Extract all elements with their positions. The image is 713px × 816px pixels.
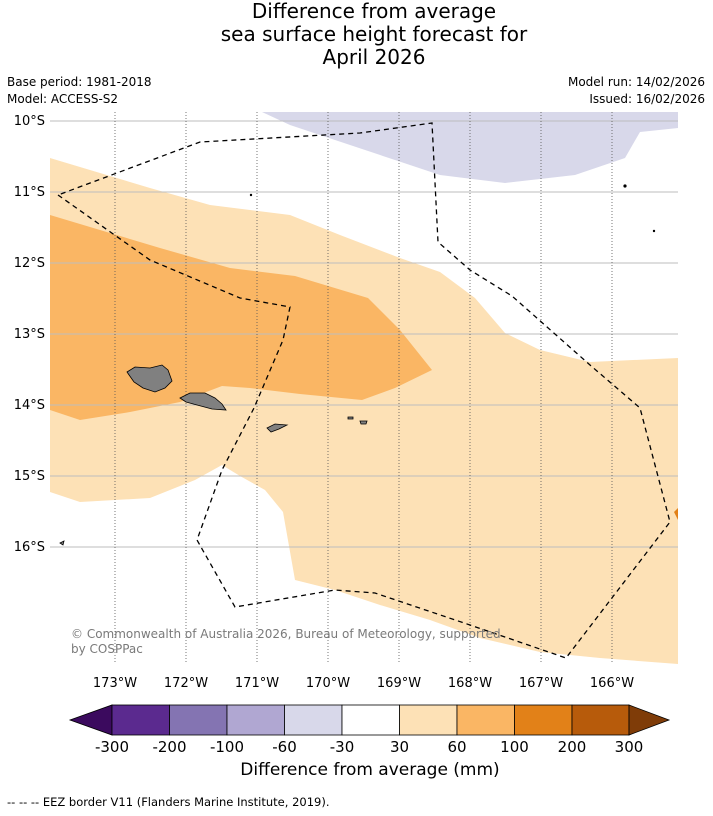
lat-label: 13°S [14, 327, 45, 342]
tau-island [359, 420, 368, 425]
lat-gridlines [50, 120, 678, 548]
lon-label: 167°W [519, 676, 563, 691]
title-line-2: sea surface height forecast for [220, 22, 528, 46]
colorbar-tick: -30 [330, 738, 355, 756]
colorbar-tick: -60 [272, 738, 297, 756]
colorbar-segment [571, 704, 630, 736]
colorbar-segment [514, 704, 573, 736]
copyright-line-2: by COSPPac [71, 642, 143, 656]
contour-minus60-minus30 [262, 112, 678, 183]
colorbar-low-extension [68, 704, 113, 736]
base-period: Base period: 1981-2018 [7, 75, 152, 89]
lon-label: 172°W [164, 676, 208, 691]
lon-labels: 173°W 172°W 171°W 170°W 169°W 168°W 167°… [93, 676, 634, 691]
model-run: Model run: 14/02/2026 [567, 75, 705, 89]
lon-label: 169°W [377, 676, 421, 691]
colorbar-ticks: -300 -200 -100 -60 -30 30 60 100 200 300 [95, 738, 643, 756]
colorbar-segment [111, 704, 170, 736]
ofu-island [347, 416, 354, 420]
copyright-note: © Commonwealth of Australia 2026, Bureau… [71, 627, 501, 656]
colorbar-tick: -100 [210, 738, 244, 756]
tutuila-island [266, 423, 289, 433]
colorbar-tick: 300 [615, 738, 644, 756]
colorbar-tick: 30 [390, 738, 409, 756]
lat-label: 12°S [14, 256, 45, 271]
colorbar-title: Difference from average (mm) [240, 760, 500, 780]
title-line-3: April 2026 [322, 45, 426, 69]
colorbar-high-extension [628, 704, 671, 736]
lat-label: 11°S [14, 185, 45, 200]
title-line-1: Difference from average [251, 0, 497, 23]
contour-100-200 [674, 508, 678, 520]
colorbar-tick: 100 [500, 738, 529, 756]
model-name: Model: ACCESS-S2 [7, 92, 119, 106]
colorbar-segment [341, 704, 400, 736]
colorbar-segment [169, 704, 228, 736]
colorbar: -300 -200 -100 -60 -30 30 60 100 200 300 [68, 704, 671, 756]
land-islands [59, 184, 656, 546]
colorbar-segment [399, 704, 458, 736]
chart-title: Difference from average sea surface heig… [0, 0, 713, 69]
swains-island [623, 184, 627, 188]
colorbar-tick: 60 [447, 738, 466, 756]
colorbar-tick: -200 [152, 738, 186, 756]
copyright-line-1: © Commonwealth of Australia 2026, Bureau… [71, 627, 501, 641]
eez-footnote: -- -- -- EEZ border V11 (Flanders Marine… [7, 795, 330, 809]
lon-label: 170°W [306, 676, 350, 691]
lat-label: 14°S [14, 398, 45, 413]
eez-samoa [57, 122, 671, 659]
rose-atoll [249, 193, 253, 197]
lon-label: 168°W [448, 676, 492, 691]
lat-label: 16°S [14, 540, 45, 555]
lat-labels: 10°S 11°S 12°S 13°S 14°S 15°S 16°S [14, 114, 45, 555]
lon-label: 166°W [590, 676, 634, 691]
colorbar-tick: 200 [558, 738, 587, 756]
eez-borders [57, 122, 671, 659]
lon-label: 173°W [93, 676, 137, 691]
upolu-island [179, 392, 227, 411]
lat-label: 15°S [14, 469, 45, 484]
colorbar-segment [226, 704, 285, 736]
meta-right: Model run: 14/02/2026 Issued: 16/02/2026 [568, 74, 705, 108]
savaii-island [126, 364, 173, 393]
lat-label: 10°S [14, 114, 45, 129]
map-area [50, 112, 678, 664]
colorbar-segment [456, 704, 515, 736]
islet-west [59, 540, 65, 546]
lon-label: 171°W [235, 676, 279, 691]
lon-gridlines [114, 112, 613, 664]
meta-left: Base period: 1981-2018 Model: ACCESS-S2 [7, 74, 152, 108]
colorbar-segment [284, 704, 343, 736]
issued-date: Issued: 16/02/2026 [589, 92, 705, 106]
colorbar-segments [111, 704, 630, 736]
islet-east [652, 229, 656, 233]
colorbar-tick: -300 [95, 738, 129, 756]
